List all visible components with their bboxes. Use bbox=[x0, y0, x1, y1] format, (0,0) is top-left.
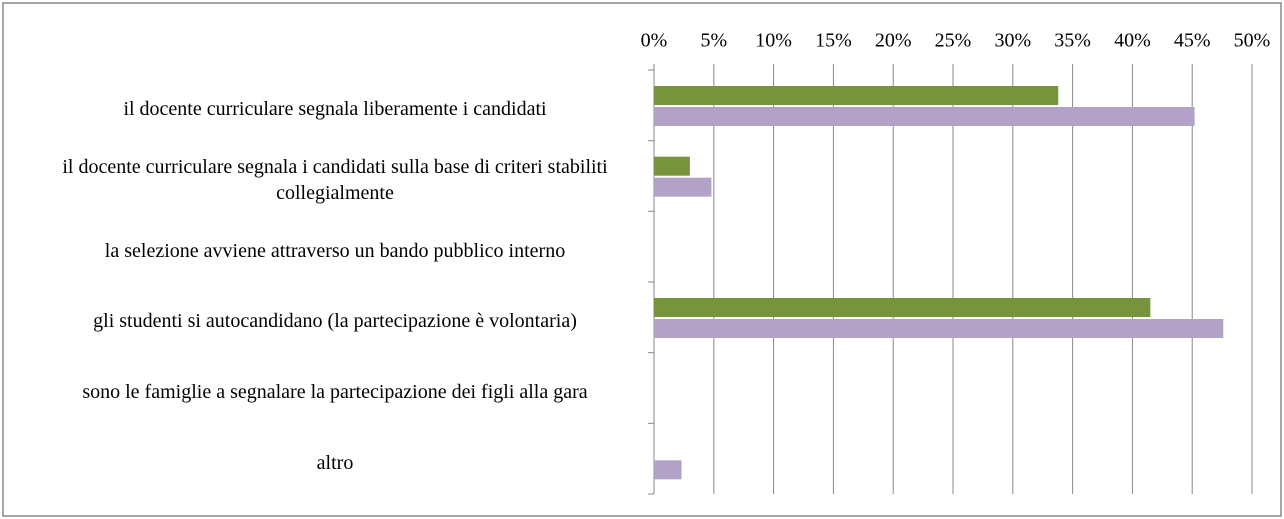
bar bbox=[654, 177, 712, 197]
x-tick-label: 20% bbox=[875, 30, 912, 52]
x-tick-label: 30% bbox=[994, 30, 1031, 52]
x-tick-label: 40% bbox=[1114, 30, 1151, 52]
bar bbox=[654, 298, 1151, 317]
y-tick-label: il docente curriculare segnala i candida… bbox=[62, 155, 608, 204]
y-tick-label: sono le famiglie a segnalare la partecip… bbox=[82, 380, 588, 403]
y-tick-label: altro bbox=[316, 451, 354, 474]
bar bbox=[654, 319, 1224, 338]
x-tick-label: 35% bbox=[1054, 30, 1091, 52]
x-tick-label: 10% bbox=[755, 30, 792, 52]
x-tick-label: 5% bbox=[700, 30, 727, 52]
y-tick-label: il docente curriculare segnala liberamen… bbox=[123, 98, 547, 121]
y-tick-label: gli studenti si autocandidano (la partec… bbox=[93, 310, 577, 333]
y-tick-label: la selezione avviene attraverso un bando… bbox=[104, 239, 566, 262]
x-tick-label: 45% bbox=[1174, 30, 1211, 52]
x-tick-label: 50% bbox=[1234, 30, 1271, 52]
bar bbox=[654, 156, 690, 176]
x-tick-label: 25% bbox=[935, 30, 972, 52]
bar bbox=[654, 460, 682, 480]
x-tick-label: 15% bbox=[815, 30, 852, 52]
bar bbox=[654, 86, 1059, 105]
x-tick-label: 0% bbox=[641, 30, 668, 52]
bar bbox=[654, 107, 1195, 126]
